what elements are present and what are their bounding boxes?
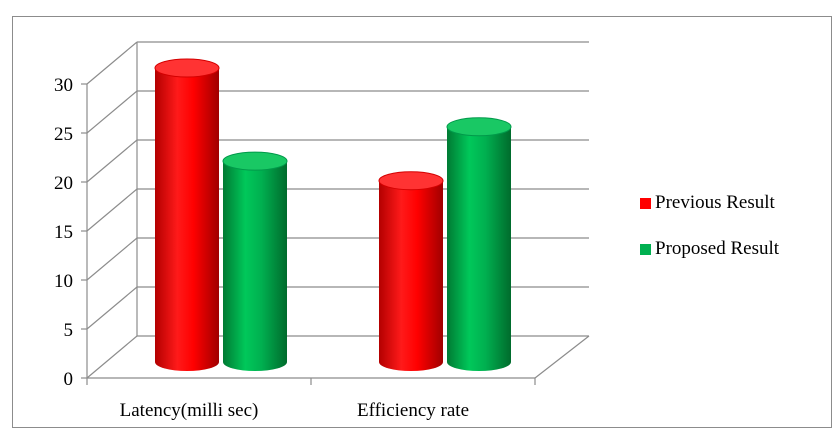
legend-item-proposed: Proposed Result bbox=[640, 236, 830, 262]
legend-swatch-proposed bbox=[640, 243, 651, 255]
y-tick-label: 5 bbox=[64, 320, 74, 341]
y-tick-label: 10 bbox=[54, 271, 73, 292]
grid-diagonal bbox=[86, 90, 138, 134]
bar-top bbox=[154, 58, 220, 78]
y-tick-label: 25 bbox=[54, 124, 73, 145]
bar-body bbox=[223, 161, 287, 371]
y-tick-label: 30 bbox=[54, 75, 73, 96]
legend-swatch-previous bbox=[640, 197, 651, 209]
bar-body bbox=[155, 68, 219, 371]
legend-item-previous: Previous Result bbox=[640, 190, 830, 216]
grid-diagonal bbox=[86, 286, 138, 330]
bars bbox=[154, 58, 512, 371]
grid-diagonal bbox=[86, 139, 138, 183]
y-tick-label: 20 bbox=[54, 173, 73, 194]
bar-body bbox=[379, 180, 443, 371]
y-tick-label: 15 bbox=[54, 222, 73, 243]
bar-previous bbox=[378, 171, 444, 371]
legend-label-proposed: Proposed Result bbox=[655, 238, 780, 259]
grid-diagonal bbox=[86, 41, 138, 85]
axes bbox=[81, 42, 590, 385]
bar-top bbox=[446, 117, 512, 137]
legend: Previous Result Proposed Result bbox=[640, 190, 830, 282]
bar-top bbox=[222, 151, 288, 171]
x-category-label: Latency(milli sec) bbox=[120, 400, 259, 421]
bar-body bbox=[447, 126, 511, 371]
grid-diagonal bbox=[86, 237, 138, 281]
axis-labels: 0 5 10 15 20 25 30 Latency(milli sec) Efficiency… bbox=[54, 75, 469, 421]
grid-diagonal bbox=[86, 335, 138, 379]
floor-diagonal bbox=[534, 335, 590, 379]
grid-diagonal bbox=[86, 188, 138, 232]
legend-label-previous: Previous Result bbox=[655, 192, 775, 213]
bar-top bbox=[378, 171, 444, 191]
bar-proposed bbox=[222, 151, 288, 371]
x-category-label: Efficiency rate bbox=[357, 400, 469, 421]
y-tick-label: 0 bbox=[64, 369, 74, 390]
bar-previous bbox=[154, 58, 220, 371]
bar-proposed bbox=[446, 117, 512, 371]
